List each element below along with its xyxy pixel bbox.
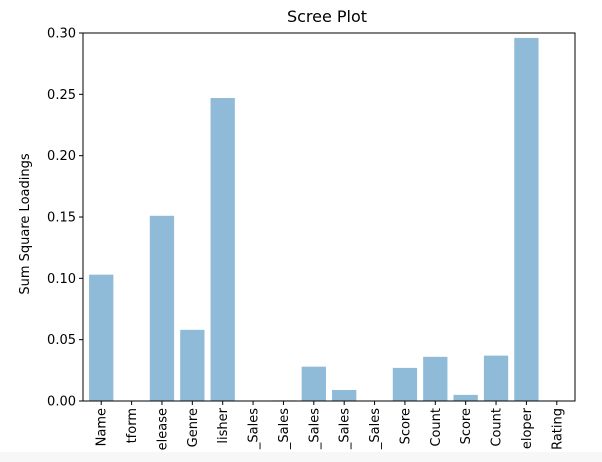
y-tick-label-5: 0.25 bbox=[47, 88, 76, 103]
x-tick-label-2: elease bbox=[155, 408, 170, 450]
x-tick-label-5: _Sales bbox=[247, 408, 262, 450]
y-axis-label: Sum Square Loadings bbox=[18, 153, 33, 294]
x-tick-label-4: lisher bbox=[216, 407, 231, 443]
bar-7 bbox=[301, 366, 326, 401]
x-tick-label-6: _Sales bbox=[277, 408, 292, 450]
x-tick-label-9: _Sales bbox=[368, 408, 383, 450]
bar-4 bbox=[210, 98, 235, 401]
x-tick-label-3: Genre bbox=[186, 408, 201, 447]
y-tick-label-6: 0.30 bbox=[47, 27, 76, 42]
x-tick-label-13: Count bbox=[490, 408, 505, 447]
y-tick-label-3: 0.15 bbox=[47, 211, 76, 226]
x-tick-label-10: Score bbox=[398, 408, 413, 444]
plot-frame bbox=[82, 32, 576, 402]
x-tick-label-14: eloper bbox=[520, 407, 535, 449]
bar-11 bbox=[423, 356, 448, 401]
x-tick-label-12: Score bbox=[459, 408, 474, 444]
bar-14 bbox=[514, 37, 539, 401]
x-tick-label-7: _Sales bbox=[307, 408, 322, 450]
x-tick-label-0: Name bbox=[95, 408, 110, 446]
y-tick-label-1: 0.05 bbox=[47, 333, 76, 348]
x-tick-label-11: Count bbox=[429, 408, 444, 447]
bottom-scroll-strip bbox=[0, 452, 602, 462]
bar-12 bbox=[453, 394, 478, 401]
bar-8 bbox=[332, 389, 357, 401]
y-tick-label-0: 0.00 bbox=[47, 395, 76, 410]
x-tick-label-8: _Sales bbox=[338, 408, 353, 450]
chart-title: Scree Plot bbox=[287, 7, 367, 26]
bar-13 bbox=[483, 355, 509, 401]
bar-0 bbox=[89, 274, 114, 401]
x-tick-label-1: tform bbox=[125, 408, 140, 443]
x-tick-label-15: Rating bbox=[550, 408, 565, 450]
y-tick-label-4: 0.20 bbox=[47, 149, 76, 164]
y-tick-label-2: 0.10 bbox=[47, 272, 76, 287]
bar-2 bbox=[149, 215, 175, 401]
bar-10 bbox=[392, 367, 418, 401]
bar-3 bbox=[180, 329, 205, 401]
